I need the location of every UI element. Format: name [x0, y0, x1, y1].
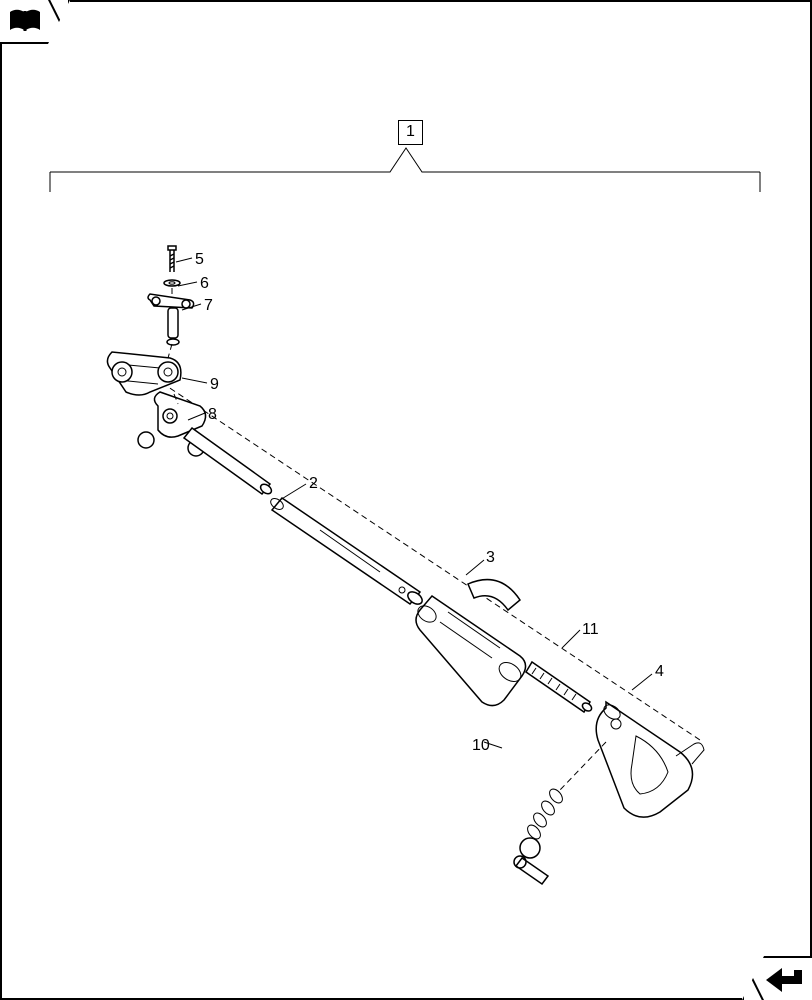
callout-4: 4 [655, 664, 664, 680]
callout-label: 11 [582, 621, 599, 638]
callout-8: 8 [208, 407, 217, 423]
callout-label: 2 [309, 475, 318, 492]
callout-10: 10 [472, 738, 490, 754]
callout-5: 5 [195, 252, 204, 268]
callout-7: 7 [204, 298, 213, 314]
callout-label: 5 [195, 251, 204, 268]
callout-3: 3 [486, 550, 495, 566]
callout-1-assembly: 1 [398, 120, 423, 145]
callout-label: 8 [208, 406, 217, 423]
callout-6: 6 [200, 276, 209, 292]
callout-9: 9 [210, 377, 219, 393]
callout-11: 11 [582, 622, 599, 638]
callout-label: 10 [472, 737, 490, 754]
callout-label: 6 [200, 275, 209, 292]
callout-2: 2 [309, 476, 318, 492]
exploded-view-diagram [0, 0, 812, 1000]
callout-label: 7 [204, 297, 213, 314]
callout-label: 9 [210, 376, 219, 393]
callout-label: 1 [406, 123, 415, 140]
callout-label: 4 [655, 663, 664, 680]
callout-label: 3 [486, 549, 495, 566]
